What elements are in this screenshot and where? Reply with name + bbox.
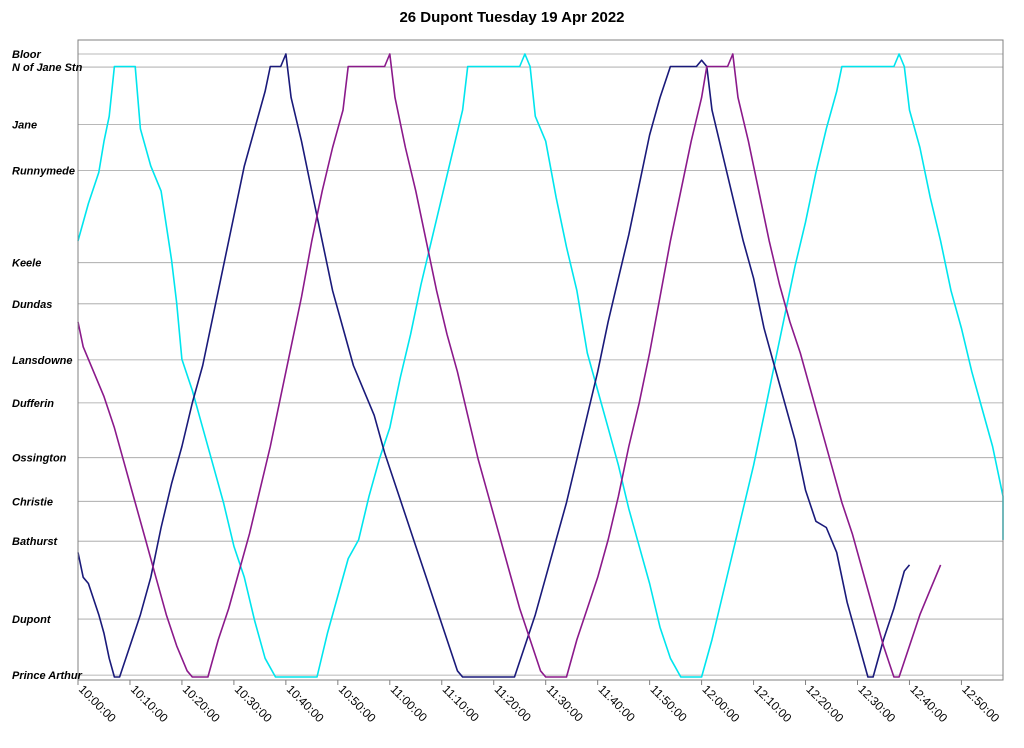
stop-label: Bloor [12, 49, 41, 61]
plot-frame [77, 39, 1004, 681]
x-tick-label: 10:40:00 [284, 682, 327, 725]
series-lines [77, 53, 1004, 678]
x-tick-label: 11:30:00 [544, 682, 587, 725]
stop-label: Jane [12, 119, 37, 131]
x-tick-label: 11:20:00 [492, 682, 535, 725]
x-tick-label: 10:00:00 [76, 682, 119, 725]
stop-label: N of Jane Stn [12, 62, 83, 74]
stop-label: Bathurst [12, 536, 59, 548]
x-tick-label: 10:10:00 [128, 682, 171, 725]
x-tick-label: 11:40:00 [596, 682, 639, 725]
x-tick-label: 11:50:00 [648, 682, 691, 725]
stop-label: Lansdowne [12, 355, 73, 367]
x-tick-label: 10:30:00 [232, 682, 275, 725]
gridlines [78, 53, 1003, 676]
x-tick-label: 10:20:00 [180, 682, 223, 725]
x-tick-label: 11:00:00 [388, 682, 431, 725]
x-tick-label: 11:10:00 [440, 682, 483, 725]
stop-label: Dundas [12, 299, 52, 311]
series-line-2 [77, 53, 911, 678]
stop-label: Prince Arthur [12, 670, 83, 682]
series-line-1 [77, 53, 1004, 678]
stop-label: Dufferin [12, 398, 54, 410]
chart-title: 26 Dupont Tuesday 19 Apr 2022 [399, 9, 625, 26]
x-tick-label: 12:20:00 [803, 682, 846, 725]
x-tick-label: 12:50:00 [959, 682, 1002, 725]
stop-label: Christie [12, 496, 53, 508]
stop-label: Dupont [12, 614, 52, 626]
stop-label: Keele [12, 258, 41, 270]
x-tick-label: 12:10:00 [751, 682, 794, 725]
x-tick-label: 12:00:00 [699, 682, 742, 725]
series-line-3 [77, 53, 942, 678]
x-tick-label: 10:50:00 [336, 682, 379, 725]
x-ticks: 10:00:00 10:10:00 10:20:00 10:30:00 10:40:00… [76, 680, 1002, 725]
stop-label: Runnymede [12, 166, 75, 178]
x-tick-label: 12:30:00 [855, 682, 898, 725]
x-tick-label: 12:40:00 [907, 682, 950, 725]
stop-label: Ossington [12, 453, 67, 465]
